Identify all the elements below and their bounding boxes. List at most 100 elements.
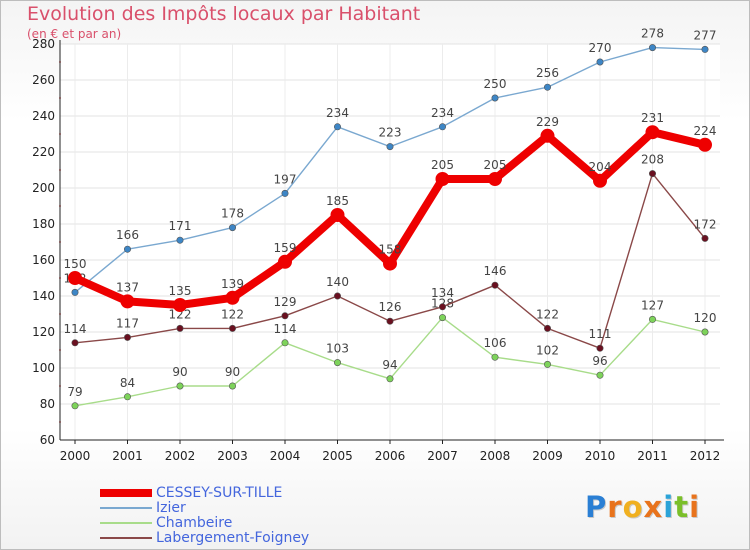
data-point <box>543 324 551 332</box>
y-tick-label: 140 <box>32 289 55 303</box>
legend-label: Labergement-Foigney <box>156 530 310 546</box>
data-point <box>386 317 394 325</box>
x-tick-label: 2000 <box>60 449 91 463</box>
data-label: 120 <box>694 311 717 325</box>
series-cessey-sur-tille: 150 137 135 139 159 185 158 205 205 229 204 231 224 <box>64 111 717 312</box>
legend-label: Izier <box>156 500 186 516</box>
data-label: 270 <box>589 41 612 55</box>
logo-letter: i <box>689 490 701 524</box>
data-point <box>648 44 656 52</box>
data-label: 90 <box>172 365 187 379</box>
data-point <box>68 271 82 285</box>
data-point <box>71 402 79 410</box>
y-tick-label: 180 <box>32 217 55 231</box>
legend-label: CESSEY-SUR-TILLE <box>156 485 283 501</box>
y-tick-label: 260 <box>32 73 55 87</box>
data-point <box>438 123 446 131</box>
data-point <box>386 143 394 151</box>
data-label: 277 <box>694 28 717 42</box>
data-point <box>386 375 394 383</box>
x-tick-label: 2001 <box>112 449 143 463</box>
y-tick-label: 220 <box>32 145 55 159</box>
y-tick-label: 240 <box>32 109 55 123</box>
data-label: 159 <box>274 241 297 255</box>
data-label: 137 <box>116 280 139 294</box>
x-tick-label: 2012 <box>690 449 721 463</box>
data-label: 234 <box>326 106 349 120</box>
data-label: 204 <box>589 160 612 174</box>
data-point <box>71 339 79 347</box>
y-tick-label: 100 <box>32 361 55 375</box>
series-labergement-foigney: 114 117 122 122 129 140 126 134 146 122 111 208 172 <box>64 153 717 352</box>
data-point <box>229 224 237 232</box>
logo-letter: i <box>663 490 675 524</box>
data-point <box>540 128 555 143</box>
y-tick-label: 80 <box>40 397 55 411</box>
data-label: 229 <box>536 115 559 129</box>
logo-letter: P <box>585 490 608 524</box>
proxiti-logo: Proxiti <box>585 490 700 524</box>
data-label: 197 <box>274 172 297 186</box>
data-label: 122 <box>536 307 559 321</box>
data-label: 166 <box>116 228 139 242</box>
x-tick-label: 2011 <box>637 449 668 463</box>
data-label: 122 <box>169 307 192 321</box>
data-point <box>124 333 132 341</box>
data-point <box>333 123 341 131</box>
data-point <box>71 288 79 296</box>
x-tick-label: 2004 <box>270 449 301 463</box>
data-point <box>701 234 709 242</box>
data-label: 114 <box>274 322 297 336</box>
x-tick-label: 2009 <box>532 449 563 463</box>
data-point <box>330 208 345 222</box>
data-point <box>488 172 502 186</box>
y-tick-label: 200 <box>32 181 55 195</box>
data-point <box>278 254 292 269</box>
data-point <box>229 382 237 390</box>
data-point <box>596 371 604 379</box>
data-label: 96 <box>592 354 607 368</box>
legend-swatch <box>100 522 152 524</box>
data-point <box>281 189 289 197</box>
data-point <box>698 137 712 152</box>
data-point <box>333 292 341 300</box>
data-label: 250 <box>484 77 507 91</box>
data-label: 178 <box>221 207 244 221</box>
legend-swatch <box>100 489 152 497</box>
legend-swatch <box>100 507 152 509</box>
y-tick-label: 280 <box>32 37 55 51</box>
data-point <box>124 245 132 253</box>
data-point <box>120 294 135 309</box>
logo-letter: o <box>622 490 644 524</box>
x-tick-label: 2005 <box>322 449 353 463</box>
data-point <box>281 339 289 347</box>
y-tick-label: 60 <box>40 433 55 447</box>
data-label: 111 <box>589 327 612 341</box>
chart-subtitle: (en € et par an) <box>27 27 122 41</box>
data-label: 117 <box>116 316 139 330</box>
data-label: 224 <box>694 124 717 138</box>
legend-swatch <box>100 537 152 539</box>
data-point <box>333 359 341 367</box>
data-point <box>124 393 132 401</box>
data-label: 172 <box>694 217 717 231</box>
data-label: 129 <box>274 295 297 309</box>
x-tick-label: 2002 <box>165 449 196 463</box>
series-izier: 142166171178197234223234250256270278277 <box>64 27 717 296</box>
y-tick-label: 160 <box>32 253 55 267</box>
logo-letter: r <box>607 490 623 524</box>
data-label: 114 <box>64 322 87 336</box>
data-label: 102 <box>536 343 559 357</box>
data-label: 139 <box>221 277 244 291</box>
data-point <box>229 324 237 332</box>
data-label: 79 <box>67 385 82 399</box>
data-point <box>491 353 499 361</box>
data-label: 94 <box>382 358 397 372</box>
data-point <box>438 303 446 311</box>
x-tick-label: 2010 <box>585 449 616 463</box>
data-label: 278 <box>641 27 664 41</box>
x-tick-label: 2007 <box>427 449 458 463</box>
data-point <box>596 344 604 352</box>
y-tick-label: 120 <box>32 325 55 339</box>
